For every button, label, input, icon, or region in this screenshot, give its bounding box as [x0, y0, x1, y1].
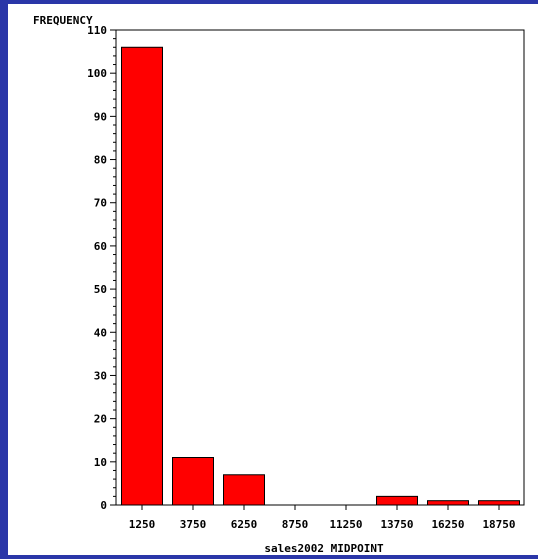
bar-6250 — [223, 474, 265, 506]
y-tick-label: 110 — [87, 24, 107, 37]
x-tick-label: 8750 — [282, 518, 309, 531]
x-tick-label: 1250 — [129, 518, 156, 531]
y-tick-label: 80 — [94, 154, 107, 167]
y-tick-label: 90 — [94, 110, 107, 123]
x-tick-label: 3750 — [180, 518, 207, 531]
bar-16250 — [427, 500, 469, 506]
y-tick-label: 70 — [94, 197, 107, 210]
x-tick-label: 18750 — [482, 518, 515, 531]
bars — [121, 46, 520, 506]
x-tick-label: 6250 — [231, 518, 258, 531]
x-tick-label: 13750 — [380, 518, 413, 531]
plot-area — [115, 29, 525, 506]
x-tick-label: 11250 — [329, 518, 362, 531]
bar-18750 — [478, 500, 520, 506]
x-axis-title: sales2002 MIDPOINT — [264, 542, 384, 555]
x-axis: 1250 3750 6250 8750 11250 13750 16250 18750 — [129, 505, 516, 531]
bar-3750 — [172, 457, 214, 506]
y-tick-label: 0 — [100, 499, 107, 512]
x-tick-label: 16250 — [431, 518, 464, 531]
bar-13750 — [376, 495, 418, 506]
y-tick-label: 50 — [94, 283, 107, 296]
bar-1250 — [121, 46, 163, 506]
y-tick-label: 20 — [94, 413, 107, 426]
y-tick-label: 60 — [94, 240, 107, 253]
y-axis: 0 10 20 30 40 50 60 70 80 90 100 110 — [87, 24, 116, 512]
y-tick-label: 100 — [87, 67, 107, 80]
y-tick-label: 10 — [94, 456, 107, 469]
y-tick-label: 30 — [94, 369, 107, 382]
y-axis-title: FREQUENCY — [33, 14, 93, 27]
y-tick-label: 40 — [94, 326, 107, 339]
